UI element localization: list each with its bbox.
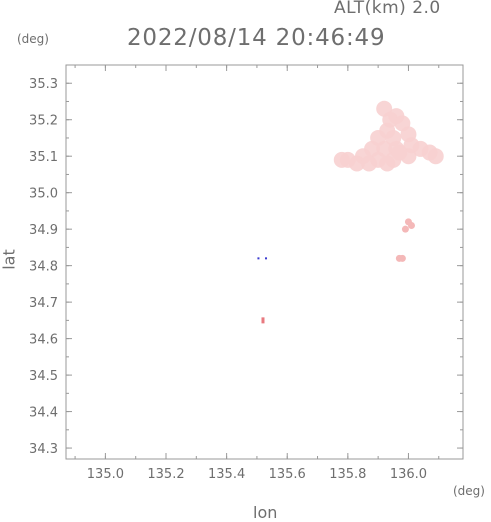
y-tick-label: 34.6 bbox=[29, 333, 58, 348]
y-tick-label: 34.3 bbox=[29, 442, 58, 457]
timestamp-title: 2022/08/14 20:46:49 bbox=[127, 25, 386, 51]
data-point bbox=[407, 222, 415, 230]
data-point bbox=[265, 257, 268, 260]
y-tick-label: 35.2 bbox=[29, 114, 58, 129]
plot-axes bbox=[65, 64, 464, 460]
x-tick-label: 135.0 bbox=[87, 467, 124, 482]
data-point bbox=[398, 254, 406, 262]
plot-frame bbox=[65, 64, 464, 460]
y-unit-label: (deg) bbox=[17, 32, 49, 46]
data-point bbox=[401, 225, 409, 233]
y-tick-label: 34.9 bbox=[29, 223, 58, 238]
x-unit-label: (deg) bbox=[453, 484, 485, 498]
data-marks bbox=[257, 100, 444, 324]
y-tick-label: 35.3 bbox=[29, 77, 58, 92]
x-tick-label: 135.2 bbox=[147, 467, 184, 482]
y-tick-label: 34.8 bbox=[29, 260, 58, 275]
x-tick-label: 136.0 bbox=[390, 467, 427, 482]
x-tick-label: 135.6 bbox=[269, 467, 306, 482]
data-point bbox=[391, 144, 408, 161]
data-point bbox=[333, 151, 350, 168]
data-point bbox=[361, 155, 378, 172]
y-tick-label: 35.0 bbox=[29, 187, 58, 202]
x-tick-label: 135.4 bbox=[208, 467, 245, 482]
x-axis-label: lon bbox=[253, 503, 278, 522]
data-point bbox=[261, 317, 265, 324]
data-point bbox=[379, 155, 396, 172]
data-point bbox=[427, 148, 444, 165]
altitude-label: ALT(km) 2.0 bbox=[334, 0, 441, 18]
data-point bbox=[257, 257, 260, 260]
y-tick-label: 34.7 bbox=[29, 296, 58, 311]
x-tick-label: 135.8 bbox=[329, 467, 366, 482]
y-tick-label: 34.5 bbox=[29, 369, 58, 384]
tick-labels: 135.0 135.2 135.4 135.6 135.8 136.0 34.3 34.4 34… bbox=[29, 77, 427, 482]
y-tick-label: 35.1 bbox=[29, 150, 58, 165]
y-tick-label: 34.4 bbox=[29, 406, 58, 421]
